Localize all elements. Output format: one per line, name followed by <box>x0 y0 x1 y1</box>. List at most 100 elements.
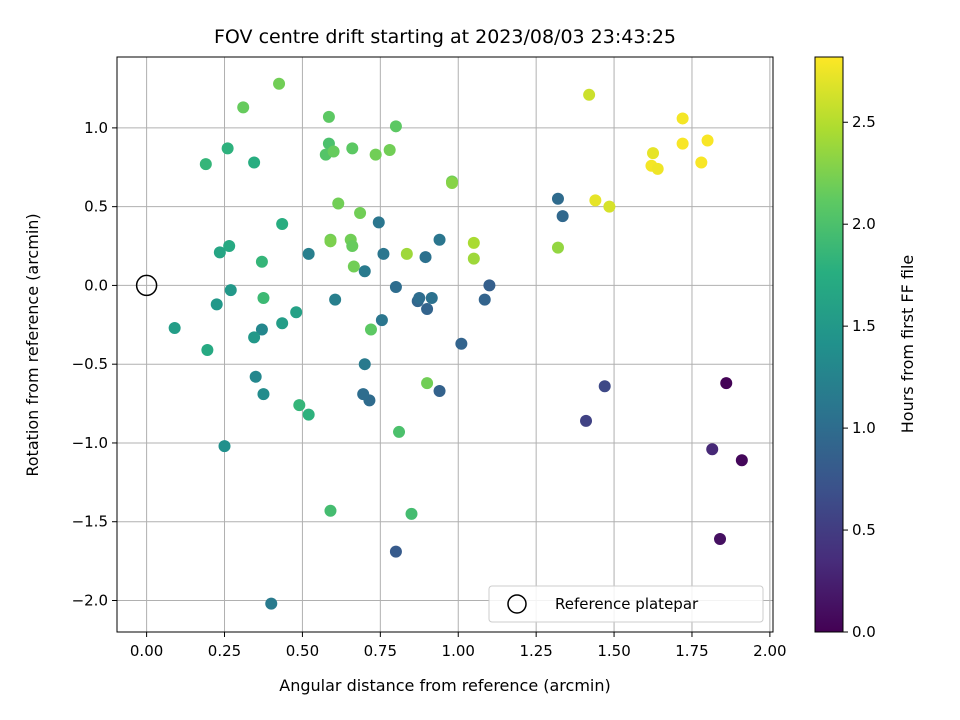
data-point <box>290 306 303 319</box>
data-point <box>421 303 434 316</box>
data-point <box>714 533 727 546</box>
colorbar-tick-label: 1.5 <box>852 317 876 335</box>
data-point <box>248 156 261 169</box>
y-tick-label: 0.5 <box>84 198 108 216</box>
data-point <box>556 210 569 223</box>
data-point <box>393 425 406 438</box>
data-point <box>302 247 315 260</box>
plot-background <box>117 57 773 632</box>
data-point <box>603 200 616 213</box>
data-point <box>221 142 234 155</box>
x-tick-label: 1.75 <box>675 642 708 660</box>
data-point <box>327 145 340 158</box>
data-point <box>276 217 289 230</box>
legend-box <box>488 585 764 623</box>
x-tick-label: 1.25 <box>519 642 552 660</box>
data-point <box>455 337 468 350</box>
data-point <box>257 388 270 401</box>
legend-marker-icon <box>507 594 527 614</box>
y-axis-label: Rotation from reference (arcmin) <box>23 213 42 476</box>
colorbar-tick-label: 0.5 <box>852 521 876 539</box>
data-point <box>346 142 359 155</box>
data-point <box>701 134 714 147</box>
colorbar-tick-label: 0.0 <box>852 623 876 641</box>
y-tick-label: 0.0 <box>84 276 108 294</box>
colorbar-tick-label: 2.0 <box>852 215 876 233</box>
plot-frame <box>116 56 774 633</box>
data-point <box>249 370 262 383</box>
data-point <box>551 241 564 254</box>
data-point <box>213 246 226 259</box>
data-point <box>467 252 480 265</box>
data-point <box>433 233 446 246</box>
data-point <box>375 314 388 327</box>
y-tick-label: −2.0 <box>72 591 108 609</box>
y-tick-label: −0.5 <box>72 355 108 373</box>
legend-entry-label: Reference platepar <box>555 595 699 613</box>
data-point <box>201 344 214 357</box>
data-point <box>467 236 480 249</box>
data-point <box>168 321 181 334</box>
chart-title: FOV centre drift starting at 2023/08/03 … <box>214 26 676 48</box>
data-point <box>389 545 402 558</box>
data-point <box>695 156 708 169</box>
data-point <box>400 247 413 260</box>
data-point <box>255 323 268 336</box>
data-point <box>598 380 611 393</box>
data-point <box>720 377 733 390</box>
data-points <box>168 77 748 610</box>
x-tick-label: 0.25 <box>208 642 241 660</box>
data-point <box>364 323 377 336</box>
data-point <box>589 194 602 207</box>
data-point <box>478 293 491 306</box>
y-axis-ticks: −2.0 −1.5 −1.0 −0.5 0.0 0.5 1.0 <box>72 119 117 609</box>
colorbar-tick-label: 1.0 <box>852 419 876 437</box>
x-tick-label: 2.00 <box>753 642 786 660</box>
x-tick-label: 0.50 <box>286 642 319 660</box>
legend: Reference platepar <box>488 585 764 623</box>
data-point <box>483 279 496 292</box>
data-point <box>237 101 250 114</box>
data-point <box>276 317 289 330</box>
data-point <box>332 197 345 210</box>
data-point <box>322 110 335 123</box>
data-point <box>324 504 337 517</box>
data-point <box>257 292 270 305</box>
data-point <box>329 293 342 306</box>
x-tick-label: 0.75 <box>364 642 397 660</box>
data-point <box>199 158 212 171</box>
data-point <box>358 358 371 371</box>
reference-platepar-marker <box>135 274 158 297</box>
data-point <box>255 255 268 268</box>
data-point <box>223 240 236 253</box>
data-point <box>377 247 390 260</box>
data-point <box>273 77 286 90</box>
data-point <box>358 265 371 278</box>
data-point <box>347 260 360 273</box>
data-point <box>324 235 337 248</box>
data-point <box>224 284 237 297</box>
data-point <box>218 440 231 453</box>
x-tick-label: 1.50 <box>597 642 630 660</box>
data-point <box>210 298 223 311</box>
data-point <box>735 454 748 467</box>
data-point <box>551 192 564 205</box>
data-point <box>265 597 278 610</box>
data-point <box>419 251 432 264</box>
data-point <box>389 281 402 293</box>
data-point <box>293 399 306 412</box>
y-tick-label: −1.5 <box>72 513 108 531</box>
colorbar-ticks: 0.0 0.5 1.0 1.5 2.0 2.5 <box>843 113 876 641</box>
data-point <box>369 148 382 161</box>
data-point <box>354 206 367 219</box>
x-tick-label: 0.00 <box>130 642 163 660</box>
data-point <box>248 331 261 344</box>
data-point <box>383 143 396 156</box>
data-point <box>580 414 593 427</box>
colorbar-tick-label: 2.5 <box>852 113 876 131</box>
data-point <box>433 384 446 397</box>
data-point <box>372 216 385 229</box>
data-point <box>405 507 418 520</box>
y-tick-label: −1.0 <box>72 434 108 452</box>
x-tick-label: 1.00 <box>442 642 475 660</box>
